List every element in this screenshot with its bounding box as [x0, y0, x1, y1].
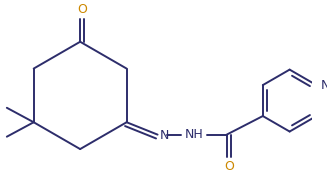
Text: NH: NH [184, 128, 203, 141]
Text: O: O [77, 3, 87, 16]
Text: N: N [320, 79, 327, 92]
Text: O: O [224, 160, 234, 173]
Text: N: N [160, 129, 169, 142]
